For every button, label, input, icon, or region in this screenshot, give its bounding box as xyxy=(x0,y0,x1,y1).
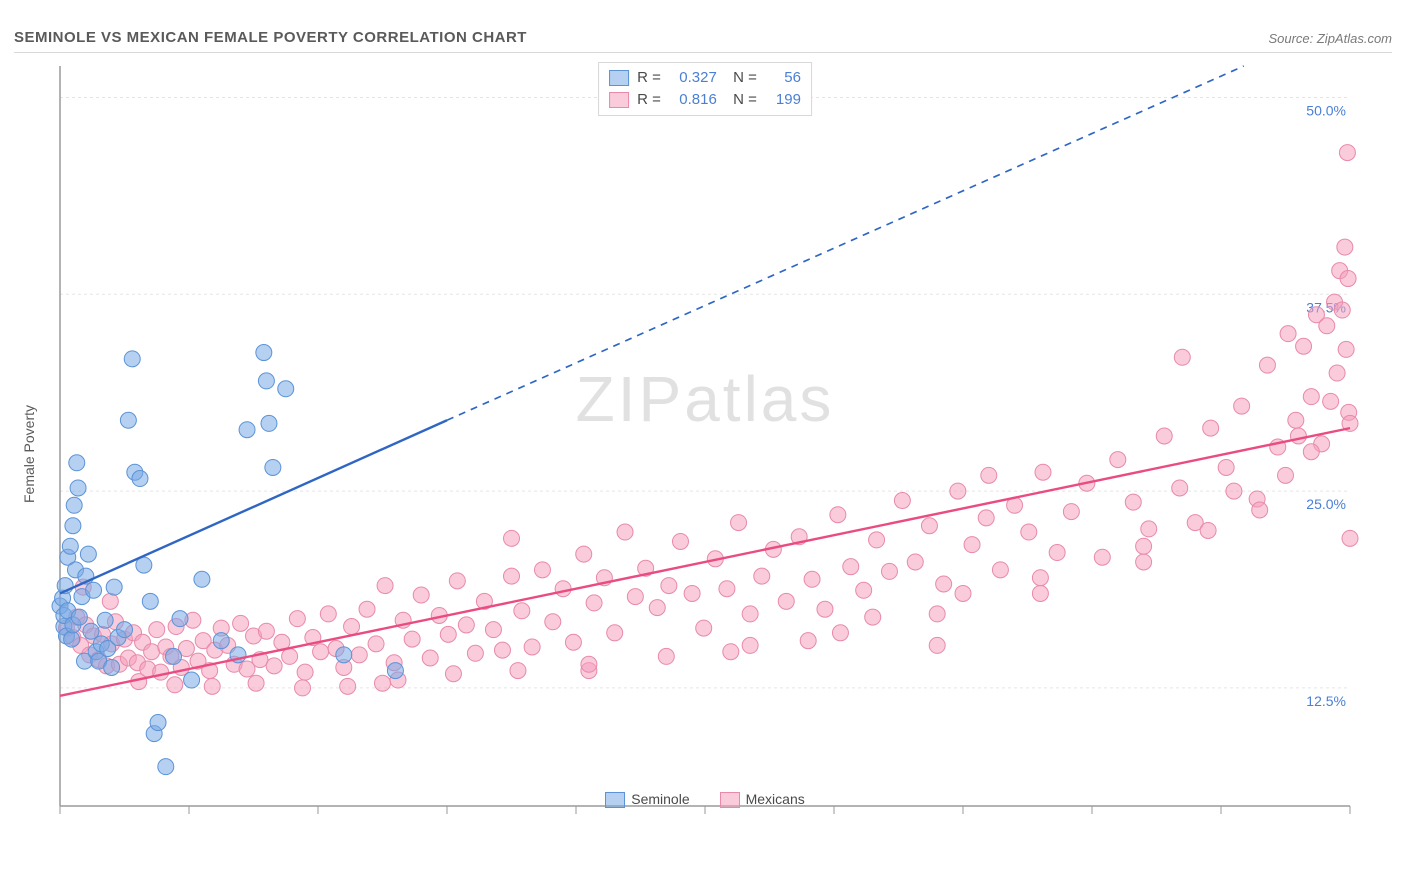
stat-r-label: R = xyxy=(637,89,661,111)
stats-row-mexicans: R = 0.816 N = 199 xyxy=(609,89,801,111)
stats-legend-box: R = 0.327 N = 56 R = 0.816 N = 199 xyxy=(598,62,812,116)
swatch-mexicans xyxy=(609,92,629,108)
source-label: Source: ZipAtlas.com xyxy=(1268,31,1392,46)
scatter-chart-svg: 12.5%25.0%37.5%50.0%0.0%100.0% xyxy=(50,56,1360,818)
legend-label-mexicans: Mexicans xyxy=(746,791,805,807)
y-axis-label: Female Poverty xyxy=(21,405,37,503)
stat-r-seminole: 0.327 xyxy=(669,67,717,89)
svg-text:25.0%: 25.0% xyxy=(1306,496,1346,512)
stat-r-mexicans: 0.816 xyxy=(669,89,717,111)
swatch-mexicans-bottom xyxy=(720,792,740,808)
legend-item-seminole: Seminole xyxy=(605,791,689,808)
stat-r-label: R = xyxy=(637,67,661,89)
chart-header: SEMINOLE VS MEXICAN FEMALE POVERTY CORRE… xyxy=(14,18,1392,53)
swatch-seminole-bottom xyxy=(605,792,625,808)
legend-bottom: Seminole Mexicans xyxy=(50,791,1360,808)
stat-n-label: N = xyxy=(725,67,757,89)
legend-label-seminole: Seminole xyxy=(631,791,689,807)
svg-text:50.0%: 50.0% xyxy=(1306,102,1346,118)
stat-n-seminole: 56 xyxy=(765,67,801,89)
chart-area: 12.5%25.0%37.5%50.0%0.0%100.0% ZIPatlas … xyxy=(50,56,1360,818)
svg-text:12.5%: 12.5% xyxy=(1306,693,1346,709)
stat-n-label: N = xyxy=(725,89,757,111)
chart-title: SEMINOLE VS MEXICAN FEMALE POVERTY CORRE… xyxy=(14,29,527,46)
stat-n-mexicans: 199 xyxy=(765,89,801,111)
swatch-seminole xyxy=(609,70,629,86)
legend-item-mexicans: Mexicans xyxy=(720,791,805,808)
stats-row-seminole: R = 0.327 N = 56 xyxy=(609,67,801,89)
